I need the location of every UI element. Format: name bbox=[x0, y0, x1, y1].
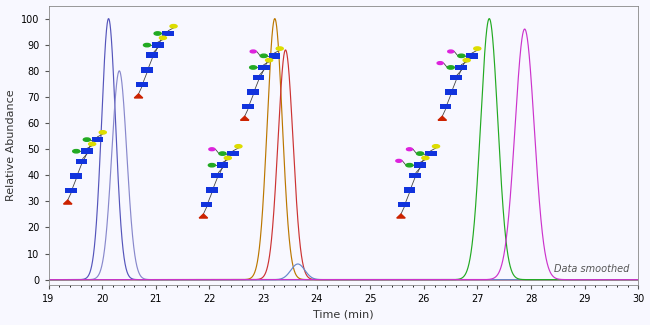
Circle shape bbox=[159, 36, 166, 40]
Polygon shape bbox=[438, 116, 447, 120]
Text: Data smoothed: Data smoothed bbox=[554, 264, 629, 274]
Circle shape bbox=[448, 50, 454, 53]
Circle shape bbox=[144, 44, 151, 47]
Circle shape bbox=[219, 152, 226, 155]
Bar bbox=[253, 75, 265, 80]
Circle shape bbox=[224, 156, 231, 160]
Bar bbox=[439, 104, 451, 110]
Bar bbox=[398, 202, 410, 207]
Circle shape bbox=[250, 50, 256, 53]
Polygon shape bbox=[240, 116, 249, 120]
Polygon shape bbox=[64, 200, 72, 204]
Bar bbox=[75, 159, 88, 164]
Bar bbox=[151, 42, 164, 48]
Circle shape bbox=[209, 163, 215, 167]
Circle shape bbox=[474, 47, 481, 50]
Bar bbox=[242, 104, 254, 110]
Circle shape bbox=[422, 156, 429, 160]
Bar bbox=[445, 89, 457, 95]
Circle shape bbox=[209, 148, 215, 151]
Circle shape bbox=[447, 66, 454, 69]
Circle shape bbox=[396, 160, 402, 162]
Circle shape bbox=[406, 163, 413, 167]
Circle shape bbox=[83, 138, 90, 141]
Bar bbox=[162, 31, 174, 36]
Y-axis label: Relative Abundance: Relative Abundance bbox=[6, 89, 16, 201]
Circle shape bbox=[250, 66, 257, 69]
Circle shape bbox=[73, 150, 80, 153]
Bar bbox=[136, 82, 148, 87]
Circle shape bbox=[276, 47, 283, 50]
Bar bbox=[146, 52, 158, 58]
Bar bbox=[425, 151, 437, 156]
Circle shape bbox=[417, 152, 424, 155]
Bar bbox=[141, 67, 153, 72]
Circle shape bbox=[99, 131, 107, 134]
Bar bbox=[268, 53, 280, 58]
Circle shape bbox=[170, 25, 177, 28]
Bar bbox=[211, 173, 223, 178]
Bar bbox=[404, 187, 415, 193]
Bar bbox=[216, 162, 228, 168]
Bar bbox=[466, 53, 478, 58]
Circle shape bbox=[406, 148, 413, 151]
Circle shape bbox=[432, 145, 439, 148]
Circle shape bbox=[235, 145, 242, 148]
Bar bbox=[414, 162, 426, 168]
Circle shape bbox=[88, 142, 96, 146]
Polygon shape bbox=[135, 94, 143, 98]
Polygon shape bbox=[396, 214, 405, 218]
Bar bbox=[92, 137, 103, 142]
Bar bbox=[409, 173, 421, 178]
Bar bbox=[227, 151, 239, 156]
Bar bbox=[201, 202, 213, 207]
Polygon shape bbox=[199, 214, 207, 218]
Bar bbox=[206, 187, 218, 193]
Bar bbox=[70, 173, 82, 179]
Bar bbox=[65, 188, 77, 193]
Bar bbox=[456, 65, 467, 70]
Bar bbox=[81, 149, 93, 154]
Circle shape bbox=[154, 32, 161, 35]
Bar bbox=[258, 65, 270, 70]
Circle shape bbox=[458, 54, 465, 58]
Circle shape bbox=[437, 62, 443, 65]
X-axis label: Time (min): Time (min) bbox=[313, 309, 374, 319]
Bar bbox=[450, 75, 462, 80]
Circle shape bbox=[266, 58, 272, 62]
Circle shape bbox=[260, 54, 267, 58]
Circle shape bbox=[463, 58, 470, 62]
Bar bbox=[247, 89, 259, 95]
